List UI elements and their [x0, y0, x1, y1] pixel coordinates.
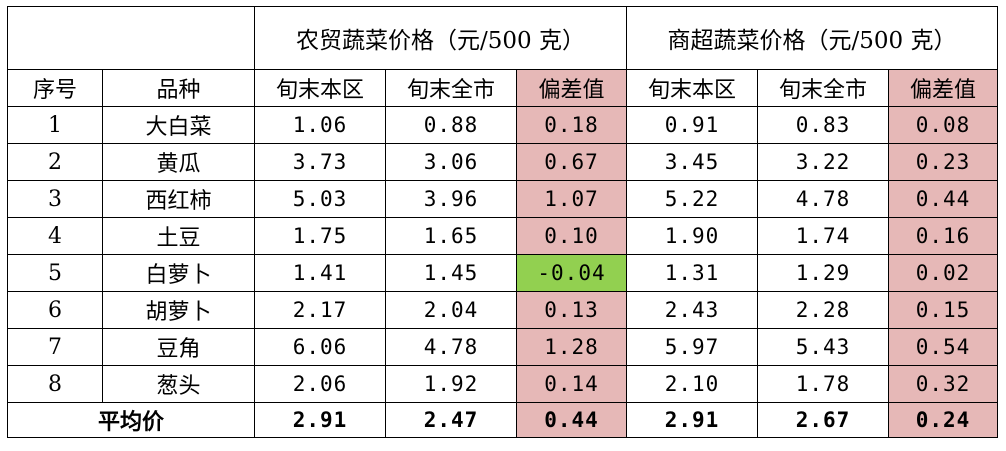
super-city-price-cell: 2.28 [757, 291, 889, 329]
farm-deviation-cell: 1.28 [516, 328, 627, 366]
variety-column-header: 品种 [102, 69, 255, 107]
super-local-price-cell: 1.31 [626, 254, 758, 292]
super-city-price-cell: 0.83 [757, 106, 889, 144]
farm-deviation-average-cell: 0.44 [516, 402, 627, 438]
farm-local-price-cell: 1.41 [254, 254, 386, 292]
column-header-row: 序号 品种 旬末本区 旬末全市 偏差值 旬末本区 旬末全市 偏差值 [7, 69, 998, 107]
farm-market-group-header: 农贸蔬菜价格（元/500 克） [254, 6, 627, 70]
super-city-price-cell: 1.29 [757, 254, 889, 292]
variety-cell: 葱头 [102, 365, 255, 403]
variety-cell: 黄瓜 [102, 143, 255, 181]
super-deviation-cell: 0.16 [888, 217, 998, 255]
table-row: 4 土豆 1.75 1.65 0.10 1.90 1.74 0.16 [7, 217, 998, 255]
table-row: 6 胡萝卜 2.17 2.04 0.13 2.43 2.28 0.15 [7, 291, 998, 329]
super-local-price-cell: 2.10 [626, 365, 758, 403]
super-deviation-cell: 0.08 [888, 106, 998, 144]
farm-local-price-cell: 5.03 [254, 180, 386, 218]
farm-city-column-header: 旬末全市 [385, 69, 517, 107]
variety-cell: 白萝卜 [102, 254, 255, 292]
variety-cell: 豆角 [102, 328, 255, 366]
farm-local-price-cell: 6.06 [254, 328, 386, 366]
super-city-average-cell: 2.67 [757, 402, 889, 438]
farm-local-price-cell: 2.06 [254, 365, 386, 403]
super-local-price-cell: 0.91 [626, 106, 758, 144]
super-city-column-header: 旬末全市 [757, 69, 889, 107]
super-local-average-cell: 2.91 [626, 402, 758, 438]
super-deviation-cell: 0.02 [888, 254, 998, 292]
index-cell: 5 [7, 254, 103, 292]
super-local-price-cell: 5.22 [626, 180, 758, 218]
variety-cell: 胡萝卜 [102, 291, 255, 329]
variety-cell: 西红柿 [102, 180, 255, 218]
average-row: 平均价 2.91 2.47 0.44 2.91 2.67 0.24 [7, 402, 998, 438]
farm-deviation-cell: -0.04 [516, 254, 627, 292]
farm-city-price-cell: 0.88 [385, 106, 517, 144]
farm-local-average-cell: 2.91 [254, 402, 386, 438]
super-city-price-cell: 1.74 [757, 217, 889, 255]
farm-deviation-cell: 0.10 [516, 217, 627, 255]
farm-deviation-cell: 0.13 [516, 291, 627, 329]
farm-deviation-cell: 1.07 [516, 180, 627, 218]
super-local-price-cell: 3.45 [626, 143, 758, 181]
table-row: 1 大白菜 1.06 0.88 0.18 0.91 0.83 0.08 [7, 106, 998, 144]
farm-city-price-cell: 3.96 [385, 180, 517, 218]
super-local-price-cell: 5.97 [626, 328, 758, 366]
group-header-row: 农贸蔬菜价格（元/500 克） 商超蔬菜价格（元/500 克） [7, 6, 998, 70]
vegetable-price-table: 农贸蔬菜价格（元/500 克） 商超蔬菜价格（元/500 克） 序号 品种 旬末… [7, 6, 998, 438]
farm-city-average-cell: 2.47 [385, 402, 517, 438]
farm-local-price-cell: 2.17 [254, 291, 386, 329]
super-deviation-cell: 0.54 [888, 328, 998, 366]
index-cell: 2 [7, 143, 103, 181]
super-local-column-header: 旬末本区 [626, 69, 758, 107]
index-cell: 6 [7, 291, 103, 329]
super-city-price-cell: 5.43 [757, 328, 889, 366]
farm-city-price-cell: 2.04 [385, 291, 517, 329]
variety-cell: 大白菜 [102, 106, 255, 144]
farm-local-price-cell: 3.73 [254, 143, 386, 181]
farm-city-price-cell: 4.78 [385, 328, 517, 366]
farm-city-price-cell: 1.45 [385, 254, 517, 292]
farm-deviation-cell: 0.67 [516, 143, 627, 181]
farm-city-price-cell: 1.65 [385, 217, 517, 255]
average-label: 平均价 [7, 402, 255, 438]
farm-local-column-header: 旬末本区 [254, 69, 386, 107]
table-row: 2 黄瓜 3.73 3.06 0.67 3.45 3.22 0.23 [7, 143, 998, 181]
table-row: 8 葱头 2.06 1.92 0.14 2.10 1.78 0.32 [7, 365, 998, 403]
super-city-price-cell: 4.78 [757, 180, 889, 218]
table-row: 5 白萝卜 1.41 1.45 -0.04 1.31 1.29 0.02 [7, 254, 998, 292]
super-deviation-cell: 0.15 [888, 291, 998, 329]
farm-city-price-cell: 3.06 [385, 143, 517, 181]
super-local-price-cell: 2.43 [626, 291, 758, 329]
super-deviation-column-header: 偏差值 [888, 69, 998, 107]
farm-deviation-cell: 0.18 [516, 106, 627, 144]
index-cell: 1 [7, 106, 103, 144]
index-cell: 3 [7, 180, 103, 218]
supermarket-group-header: 商超蔬菜价格（元/500 克） [626, 6, 998, 70]
super-deviation-average-cell: 0.24 [888, 402, 998, 438]
super-deviation-cell: 0.44 [888, 180, 998, 218]
blank-corner-cell [7, 6, 255, 70]
super-local-price-cell: 1.90 [626, 217, 758, 255]
table-row: 7 豆角 6.06 4.78 1.28 5.97 5.43 0.54 [7, 328, 998, 366]
index-column-header: 序号 [7, 69, 103, 107]
farm-deviation-column-header: 偏差值 [516, 69, 627, 107]
table-row: 3 西红柿 5.03 3.96 1.07 5.22 4.78 0.44 [7, 180, 998, 218]
farm-city-price-cell: 1.92 [385, 365, 517, 403]
super-deviation-cell: 0.32 [888, 365, 998, 403]
farm-deviation-cell: 0.14 [516, 365, 627, 403]
super-city-price-cell: 3.22 [757, 143, 889, 181]
index-cell: 7 [7, 328, 103, 366]
farm-local-price-cell: 1.75 [254, 217, 386, 255]
index-cell: 4 [7, 217, 103, 255]
farm-local-price-cell: 1.06 [254, 106, 386, 144]
super-city-price-cell: 1.78 [757, 365, 889, 403]
super-deviation-cell: 0.23 [888, 143, 998, 181]
index-cell: 8 [7, 365, 103, 403]
variety-cell: 土豆 [102, 217, 255, 255]
